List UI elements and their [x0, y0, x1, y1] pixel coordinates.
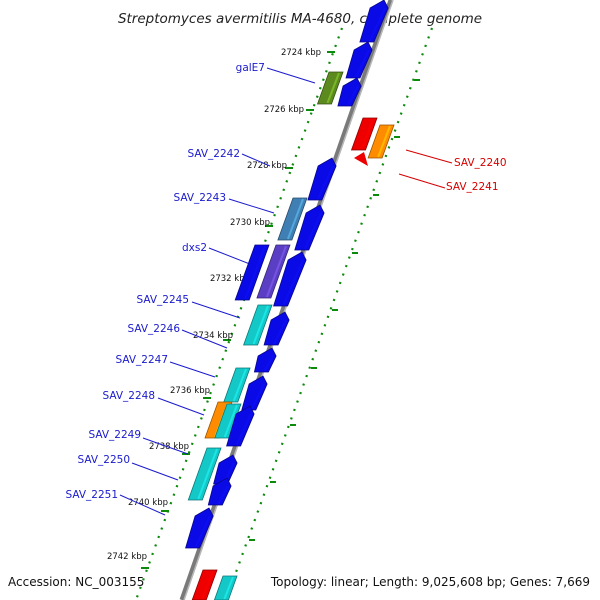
gene-up-dxs2[interactable] [273, 251, 307, 307]
gene-top-a[interactable] [359, 0, 389, 43]
kbp-tick-label: 2730 kbp [230, 218, 270, 228]
gene-label-sav2248[interactable]: SAV_2248 [102, 390, 155, 402]
gene-sav2240-fragment[interactable] [354, 152, 368, 166]
gene-sav2248-cyan-highlight [223, 404, 238, 438]
left-tick-track [134, 27, 344, 600]
gene-sav2246[interactable] [253, 347, 277, 373]
connector-sav2243 [228, 198, 275, 214]
kbp-tick-label: 2740 kbp [128, 498, 168, 508]
gene-sav2247-highlight [232, 368, 247, 402]
gene-sav2245-highlight [252, 305, 269, 345]
gene-up-2249[interactable] [213, 454, 238, 485]
gene-bottom-red-highlight [201, 570, 214, 600]
connector-sav2246 [181, 329, 228, 349]
gene-up-2243-highlight [303, 212, 322, 250]
gene-up-2243[interactable] [294, 204, 325, 251]
gene-label-sav2249[interactable]: SAV_2249 [88, 429, 141, 441]
kbp-tick-label: 2732 kbp [210, 274, 250, 284]
connector-sav2250 [131, 462, 179, 481]
connector-sav2241 [398, 173, 446, 189]
kbp-tick-label: 2736 kbp [170, 386, 210, 396]
map-title: Streptomyces avermitilis MA-4680, comple… [118, 11, 482, 27]
connector-sav2240 [405, 149, 453, 164]
connector-galE7 [266, 67, 316, 84]
kbp-tick-label: 2734 kbp [193, 331, 233, 341]
connector-sav2242 [241, 153, 271, 167]
gene-sav2249-highlight [197, 448, 218, 500]
gene-up-dxs2-highlight [282, 259, 304, 306]
gene-label-sav2242[interactable]: SAV_2242 [187, 148, 240, 160]
gene-sav2242-highlight [316, 165, 334, 200]
gene-up-2248-highlight [235, 413, 252, 446]
gene-label-dxs2[interactable]: dxs2 [182, 242, 207, 254]
gene-sav2251-highlight [194, 515, 211, 548]
connector-group [119, 67, 453, 516]
gene-label-sav2243[interactable]: SAV_2243 [173, 192, 226, 204]
gene-sav2250-highlight [217, 485, 229, 505]
kbp-tick-label: 2742 kbp [107, 552, 147, 562]
gene-sav2242[interactable] [307, 157, 337, 201]
kbp-tick-label: 2726 kbp [264, 105, 304, 115]
gene-up-2247-highlight [250, 383, 265, 410]
gene-label-sav2246[interactable]: SAV_2246 [127, 323, 180, 335]
gene-dxs2-b-highlight [244, 245, 266, 300]
gene-label-sav2251[interactable]: SAV_2251 [65, 489, 118, 501]
gene-top-b-highlight [355, 49, 370, 78]
gene-up-2248[interactable] [226, 405, 255, 447]
accession-text: Accession: NC_003155 [8, 575, 144, 589]
kbp-tick-label: 2728 kbp [247, 161, 287, 171]
connector-sav2247 [169, 361, 216, 378]
gene-label-sav2247[interactable]: SAV_2247 [115, 354, 168, 366]
connector-sav2245 [191, 301, 241, 319]
gene-sav2251[interactable] [185, 507, 214, 549]
gene-label-sav2241[interactable]: SAV_2241 [446, 181, 499, 193]
gene-label-group: galE7 SAV_2242 SAV_2243 dxs2 SAV_2245 SA… [65, 62, 506, 501]
gene-label-galE7[interactable]: galE7 [236, 62, 265, 74]
connector-sav2251 [119, 494, 166, 516]
topology-text: Topology: linear; Length: 9,025,608 bp; … [270, 575, 590, 589]
gene-sav2246-highlight [263, 355, 274, 372]
gene-sav2240-highlight [360, 118, 374, 150]
gene-label-sav2245[interactable]: SAV_2245 [136, 294, 189, 306]
gene-sav2241-highlight [377, 125, 391, 158]
gene-top-a-highlight [368, 7, 386, 42]
gene-next-galE7-highlight [347, 85, 359, 106]
gene-up-2247[interactable] [241, 375, 268, 411]
connector-sav2248 [157, 397, 205, 416]
connector-sav2249 [142, 437, 189, 455]
gene-galE7-highlight [326, 72, 340, 104]
gene-feature-group [185, 0, 395, 600]
gene-sav2243-highlight [286, 198, 304, 240]
gene-top-b[interactable] [345, 41, 373, 79]
gene-up-2245-highlight [273, 319, 287, 345]
gene-label-sav2250[interactable]: SAV_2250 [77, 454, 130, 466]
gene-label-sav2240[interactable]: SAV_2240 [454, 157, 507, 169]
kbp-tick-label: 2724 kbp [281, 48, 321, 58]
gene-bottom-cyan-highlight [223, 576, 234, 600]
gene-dxs2-highlight [265, 245, 287, 298]
gene-up-2245[interactable] [263, 311, 290, 346]
connector-dxs2 [208, 247, 256, 267]
gene-sav2250[interactable] [207, 477, 232, 506]
gene-next-galE7[interactable] [337, 77, 362, 107]
